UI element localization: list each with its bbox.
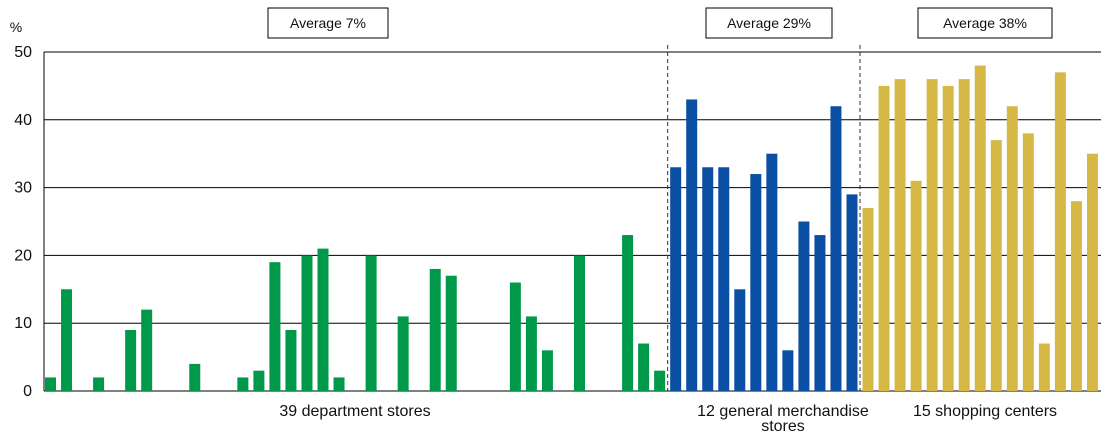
group-label: 15 shopping centers <box>913 403 1057 420</box>
bar <box>846 194 858 391</box>
bar <box>814 235 826 391</box>
bar <box>926 79 938 392</box>
bar <box>654 370 666 391</box>
bar <box>942 85 954 392</box>
y-tick-label: 10 <box>14 315 32 332</box>
bar <box>541 350 553 391</box>
bar <box>798 221 810 391</box>
bar <box>830 106 842 392</box>
bar <box>93 377 105 391</box>
average-boxes: Average 7% Average 29% Average 38% <box>267 7 1053 39</box>
bar <box>1006 106 1018 392</box>
bar <box>1038 343 1050 391</box>
bar <box>141 309 153 391</box>
bar <box>1086 153 1098 391</box>
y-axis-unit: % <box>10 19 22 35</box>
group-label: 12 general merchandise stores <box>697 403 869 434</box>
bar <box>45 377 56 391</box>
bar <box>686 99 698 392</box>
bar <box>1070 201 1082 391</box>
bar <box>622 235 634 391</box>
bar <box>237 377 249 391</box>
bar <box>253 370 265 391</box>
group-dividers <box>667 45 861 391</box>
bar <box>670 167 682 391</box>
bar <box>910 180 922 391</box>
bar <box>878 85 890 392</box>
bar <box>638 343 650 391</box>
bar <box>301 255 313 391</box>
bar <box>333 377 345 391</box>
grid-lines <box>43 51 1101 392</box>
bar <box>61 289 73 391</box>
average-label: Average 7% <box>290 15 366 31</box>
bar <box>445 275 457 391</box>
y-tick-label: 0 <box>23 383 32 400</box>
bar <box>718 167 730 391</box>
bar <box>269 262 281 391</box>
bar <box>573 255 585 391</box>
bar <box>125 329 137 391</box>
bar <box>862 207 874 391</box>
y-tick-labels: 0 10 20 30 40 50 <box>14 44 32 400</box>
bar <box>990 140 1002 391</box>
average-box <box>267 7 389 39</box>
y-tick-label: 30 <box>14 180 32 197</box>
bar <box>1054 72 1066 391</box>
bar <box>397 316 409 391</box>
average-label: Average 38% <box>943 15 1027 31</box>
bar <box>958 79 970 392</box>
y-tick-label: 20 <box>14 247 32 264</box>
bar <box>509 282 521 391</box>
bar <box>782 350 794 391</box>
group-labels: 39 department stores 12 general merchandi… <box>279 403 1057 434</box>
bar <box>766 153 778 391</box>
bar <box>429 268 441 391</box>
bar <box>1022 133 1034 392</box>
average-label: Average 29% <box>727 15 811 31</box>
average-box <box>705 7 833 39</box>
bar <box>365 255 377 391</box>
bar <box>734 289 746 391</box>
average-box <box>917 7 1053 39</box>
bar <box>702 167 714 391</box>
bar <box>894 79 906 392</box>
y-tick-label: 40 <box>14 112 32 129</box>
bar <box>189 363 201 391</box>
bar <box>974 65 986 391</box>
group-label: 39 department stores <box>279 403 430 420</box>
bar <box>317 248 329 391</box>
bar <box>285 329 297 391</box>
bar <box>750 174 762 391</box>
y-tick-label: 50 <box>14 44 32 61</box>
bar <box>525 316 537 391</box>
bars <box>45 65 1098 392</box>
